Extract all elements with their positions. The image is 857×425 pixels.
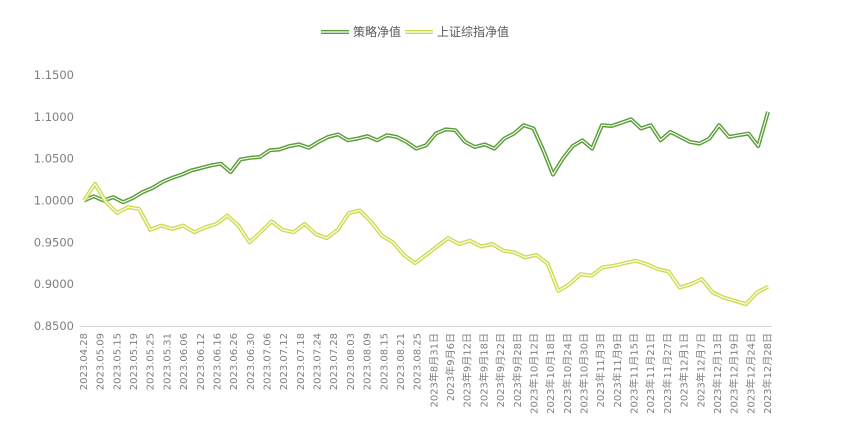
y-tick-label: 0.8500 — [34, 319, 74, 333]
x-tick-label: 2023年12月7日 — [694, 333, 707, 408]
series-line-core-0 — [83, 111, 769, 203]
x-axis: 2023.04.28 2023.05.09 2023.05.15 2023.05.19… — [79, 333, 774, 414]
x-tick-label: 2023年12月1日 — [678, 333, 691, 408]
x-tick-label: 2023.06.16 — [213, 333, 224, 390]
x-tick-label: 2023年10月18日 — [544, 333, 557, 414]
x-tick-label: 2023年12月19日 — [728, 333, 741, 414]
x-tick-label: 2023年11月9日 — [611, 333, 624, 408]
x-tick-label: 2023.06.26 — [229, 333, 240, 390]
legend-label-index: 上证综指净值 — [437, 24, 509, 39]
x-tick-label: 2023年11月27日 — [661, 333, 674, 414]
y-tick-label: 1.0000 — [34, 194, 74, 208]
x-tick-label: 2023年11月3日 — [594, 333, 607, 408]
x-tick-label: 2023年10月12日 — [527, 333, 540, 414]
x-tick-label: 2023.08.25 — [413, 333, 424, 390]
y-tick-label: 0.9000 — [34, 277, 74, 291]
series-line-0 — [83, 111, 770, 205]
x-tick-label: 2023.07.12 — [279, 333, 290, 390]
x-tick-label: 2023年12月28日 — [761, 333, 774, 414]
y-tick-label: 1.0500 — [34, 152, 74, 166]
x-tick-label: 2023.06.06 — [179, 333, 190, 390]
plot-area — [82, 111, 770, 307]
x-tick-label: 2023.08.15 — [379, 333, 390, 390]
x-tick-label: 2023年10月24日 — [561, 333, 574, 414]
x-tick-label: 2023年8月31日 — [427, 333, 440, 408]
y-tick-label: 1.1500 — [34, 68, 74, 82]
legend-entry-strategy: 策略净值 — [321, 24, 401, 39]
x-tick-label: 2023年10月30日 — [578, 333, 591, 414]
x-tick-label: 2023.08.09 — [363, 333, 374, 390]
x-tick-label: 2023年11月15日 — [628, 333, 641, 414]
x-tick-label: 2023年12月24日 — [744, 333, 757, 414]
legend-label-strategy: 策略净值 — [353, 24, 401, 39]
x-tick-label: 2023年9月6日 — [444, 333, 457, 401]
x-tick-label: 2023.08.03 — [346, 333, 357, 390]
x-tick-label: 2023.05.31 — [162, 333, 173, 390]
x-tick-label: 2023.08.21 — [396, 333, 407, 390]
x-tick-label: 2023.05.25 — [146, 333, 157, 390]
x-tick-label: 2023年9月18日 — [477, 333, 490, 408]
y-axis: 1.1500 1.1000 1.0500 1.0000 0.9500 0.9000 0.85… — [34, 68, 74, 333]
series-line-core-1 — [83, 183, 769, 305]
x-tick-label: 2023.04.28 — [79, 333, 90, 390]
x-tick-label: 2023.05.19 — [129, 333, 140, 390]
series-line-1 — [82, 181, 769, 307]
x-tick-label: 2023.06.12 — [196, 333, 207, 390]
x-tick-label: 2023.07.28 — [329, 333, 340, 390]
y-tick-label: 0.9500 — [34, 235, 74, 249]
x-tick-label: 2023年9月28日 — [511, 333, 524, 408]
x-tick-label: 2023.07.24 — [313, 333, 324, 390]
x-tick-label: 2023年12月13日 — [711, 333, 724, 414]
x-tick-label: 2023.05.15 — [112, 333, 123, 390]
y-tick-label: 1.1000 — [34, 110, 74, 124]
x-tick-label: 2023.07.06 — [263, 333, 274, 390]
x-tick-label: 2023.07.18 — [296, 333, 307, 390]
x-tick-label: 2023.06.30 — [246, 333, 257, 390]
chart-legend: 策略净值 上证综指净值 — [321, 24, 509, 39]
x-tick-label: 2023年9月12日 — [461, 333, 474, 408]
x-tick-label: 2023年11月21日 — [644, 333, 657, 414]
x-tick-label: 2023.05.09 — [96, 333, 107, 390]
x-tick-label: 2023年9月22日 — [494, 333, 507, 408]
legend-entry-index: 上证综指净值 — [405, 24, 509, 39]
